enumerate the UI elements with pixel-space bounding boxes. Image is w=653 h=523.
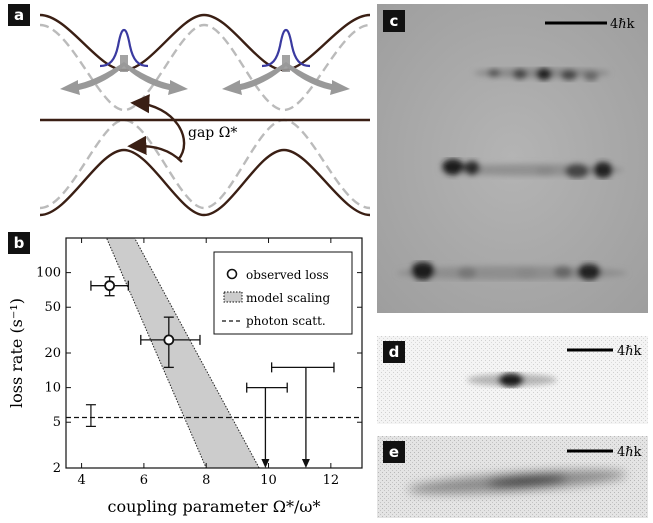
lower-dressed-band: [39, 148, 371, 217]
legend-model-label: model scaling: [246, 291, 330, 305]
observed-loss-point-2: [163, 334, 175, 346]
panel-e-label: e: [383, 441, 405, 463]
y-tick-label: 100: [36, 266, 61, 281]
loss-rate-chart: 4 6 8 10 12 2 5 10 20 50 100 loss rate (s⁻¹) coupl…: [7, 237, 363, 516]
y-axis-label: loss rate (s⁻¹): [7, 298, 26, 408]
panel-c-image: 4ℏk: [377, 4, 648, 313]
gap-arrow-upper: [130, 94, 186, 161]
gap-arrow-lower: [127, 135, 183, 163]
upper-dressed-band: [39, 13, 371, 72]
cloud-row-3: [397, 262, 627, 280]
scale-label-c: 4ℏk: [610, 17, 635, 32]
legend: observed loss model scaling photon scatt…: [213, 251, 353, 335]
scale-label-e: 4ℏk: [617, 445, 642, 460]
y-tick-label: 20: [44, 346, 61, 361]
panel-b-label: b: [8, 232, 30, 254]
wavepacket-right: [261, 28, 311, 68]
legend-observed-marker: [226, 268, 238, 280]
cloud-d: [467, 373, 557, 387]
gap-label: gap Ω*: [188, 125, 237, 141]
upper-limit-arrowhead: [301, 459, 310, 468]
cloud-row-1: [474, 68, 610, 81]
legend-photon-label: photon scatt.: [246, 314, 326, 328]
panel-a-diagram: gap Ω*: [39, 13, 371, 217]
split-arrows-right: [222, 55, 350, 95]
legend-model-swatch: [223, 291, 243, 303]
x-axis-label: coupling parameter Ω*/ω*: [108, 497, 321, 516]
x-tick-label: 8: [202, 473, 210, 488]
upper-limit-arrowhead: [261, 459, 270, 468]
lower-dashed-band: [39, 118, 371, 210]
panel-e-image: 4ℏk: [377, 436, 648, 518]
cloud-e: [407, 470, 627, 494]
y-tick-label: 5: [53, 415, 61, 430]
panel-d-label: d: [383, 341, 405, 363]
y-tick-label: 50: [44, 300, 61, 315]
legend-observed-label: observed loss: [246, 268, 329, 282]
wavepacket-left: [99, 28, 149, 68]
x-tick-label: 4: [77, 473, 85, 488]
cloud-row-2: [440, 159, 624, 178]
panel-a-label: a: [8, 4, 30, 26]
x-tick-label: 6: [140, 473, 148, 488]
x-tick-label: 12: [323, 473, 340, 488]
scale-label-d: 4ℏk: [617, 344, 642, 359]
model-scaling-band: [105, 238, 260, 468]
y-tick-label: 10: [44, 381, 61, 396]
panel-d-image: 4ℏk: [377, 336, 648, 424]
split-arrows-left: [60, 55, 188, 95]
y-tick-label: 2: [53, 461, 61, 476]
upper-dashed-band: [39, 23, 371, 112]
panel-c-label: c: [383, 10, 405, 32]
observed-loss-point-1: [104, 280, 116, 292]
x-tick-label: 10: [260, 473, 277, 488]
